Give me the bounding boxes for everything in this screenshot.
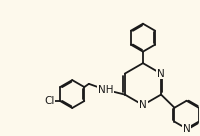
Text: N: N <box>157 69 165 79</box>
Text: NH: NH <box>98 85 113 95</box>
Text: N: N <box>183 124 190 134</box>
Text: Cl: Cl <box>44 96 55 106</box>
Text: N: N <box>139 100 147 110</box>
